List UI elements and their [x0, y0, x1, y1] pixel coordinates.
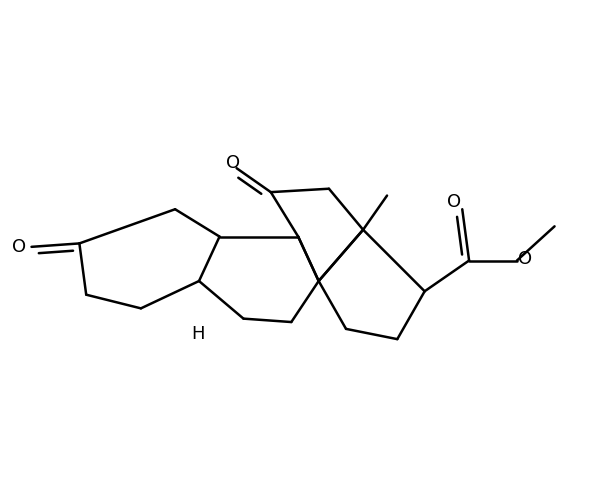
Text: O: O — [226, 154, 240, 172]
Text: O: O — [447, 193, 461, 211]
Text: H: H — [191, 325, 204, 343]
Text: O: O — [12, 238, 26, 256]
Text: O: O — [518, 250, 532, 268]
